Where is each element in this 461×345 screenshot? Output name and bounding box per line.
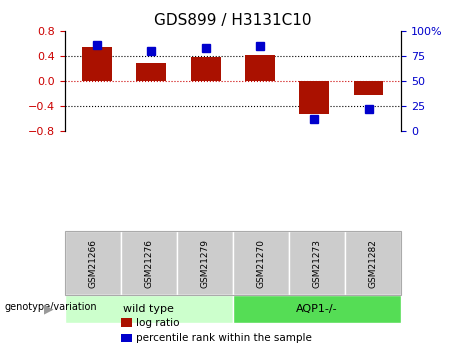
Bar [354,81,384,95]
Text: wild type: wild type [123,304,174,314]
Text: GSM21276: GSM21276 [144,238,153,288]
Bar [136,63,166,81]
Text: GSM21279: GSM21279 [200,238,209,288]
Text: genotype/variation: genotype/variation [5,302,97,312]
Bar [191,57,221,81]
Bar [82,47,112,81]
Text: ▶: ▶ [44,302,53,315]
Text: GSM21270: GSM21270 [256,238,266,288]
Text: GSM21273: GSM21273 [313,238,321,288]
Text: GSM21282: GSM21282 [368,239,378,287]
Bar [299,81,329,114]
Bar [245,55,275,81]
Text: percentile rank within the sample: percentile rank within the sample [136,333,312,343]
Title: GDS899 / H3131C10: GDS899 / H3131C10 [154,13,312,29]
Text: AQP1-/-: AQP1-/- [296,304,338,314]
Text: log ratio: log ratio [136,318,179,327]
Text: GSM21266: GSM21266 [88,238,97,288]
